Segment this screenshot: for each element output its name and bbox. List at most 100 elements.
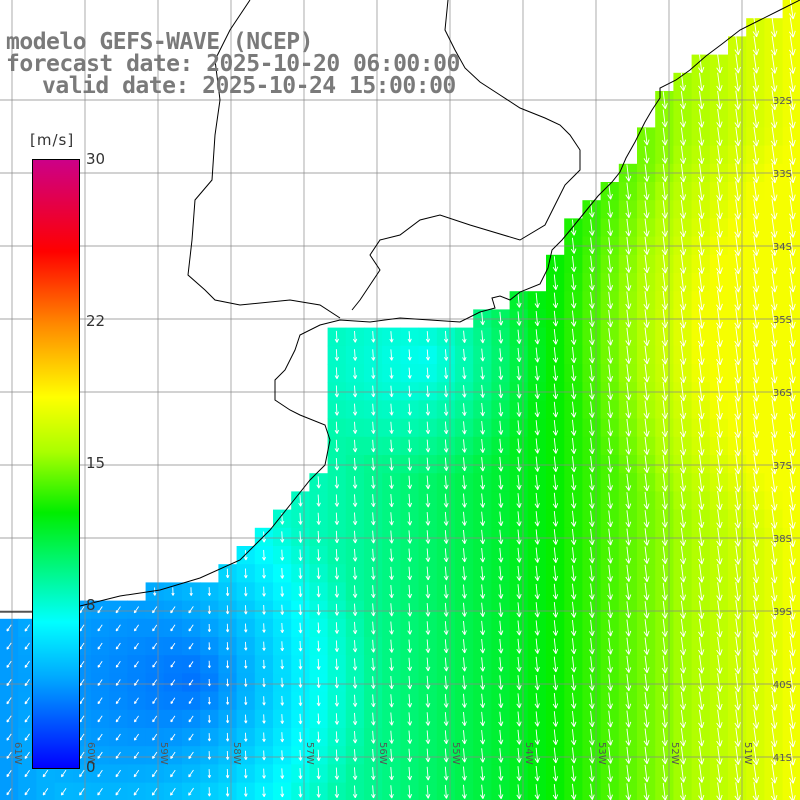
wind-arrow [6, 660, 12, 668]
wind-arrow [189, 587, 193, 596]
wind-arrow [716, 691, 723, 711]
wind-arrow [334, 458, 340, 471]
wind-arrow [443, 475, 449, 490]
wind-arrow [788, 35, 796, 56]
wind-arrow [407, 675, 413, 690]
wind-arrow [352, 494, 358, 507]
wind-arrow [752, 691, 760, 711]
wind-arrow [698, 655, 705, 674]
wind-arrow [589, 528, 595, 546]
wind-arrow [334, 695, 339, 707]
wind-arrow [352, 476, 358, 489]
wind-arrow [788, 490, 796, 511]
wind-arrow [370, 530, 376, 544]
wind-arrow [625, 601, 632, 619]
wind-arrow [661, 109, 668, 128]
wind-arrow [643, 164, 650, 182]
wind-arrow [570, 255, 577, 273]
wind-arrow [788, 526, 796, 548]
wind-arrow [461, 475, 467, 490]
wind-arrow [425, 566, 431, 581]
wind-arrow [334, 585, 340, 598]
wind-arrow [770, 344, 778, 366]
wind-arrow [207, 715, 211, 723]
wind-arrow [389, 676, 394, 690]
wind-arrow [298, 750, 303, 761]
wind-arrow [389, 530, 394, 544]
wind-arrow [661, 327, 669, 347]
wind-arrow [661, 200, 668, 219]
wind-arrow [679, 91, 687, 110]
wind-arrow [152, 751, 158, 759]
wind-arrow [225, 642, 230, 651]
wind-arrow [334, 622, 339, 634]
wind-arrow [370, 566, 376, 580]
wind-arrow [371, 694, 376, 708]
wind-arrow [570, 765, 577, 782]
wind-arrow [770, 35, 778, 56]
wind-arrow [389, 712, 394, 726]
wind-arrow [389, 475, 394, 489]
wind-arrow [516, 729, 522, 745]
wind-arrow [770, 563, 778, 584]
wind-arrow [407, 639, 413, 653]
wind-arrow [679, 564, 687, 583]
wind-arrow [407, 657, 413, 672]
wind-arrow [625, 583, 632, 601]
longitude-label: 57W [304, 742, 315, 765]
longitude-label: 60W [85, 742, 96, 765]
wind-arrow [752, 217, 760, 238]
wind-arrow [370, 585, 376, 599]
wind-arrow [552, 583, 559, 600]
wind-arrow [352, 367, 358, 380]
wind-arrow [625, 400, 632, 419]
wind-arrow [643, 491, 650, 510]
wind-arrow [661, 582, 668, 601]
wind-arrow [244, 641, 248, 651]
wind-arrow [133, 751, 140, 759]
wind-arrow [661, 145, 668, 164]
wind-arrow [698, 472, 705, 492]
wind-arrow [570, 547, 577, 564]
wind-arrow [552, 711, 559, 727]
wind-arrow [734, 527, 741, 547]
wind-arrow [244, 750, 248, 761]
wind-arrow [97, 642, 103, 650]
wind-arrow [480, 439, 486, 453]
wind-arrow [170, 733, 176, 741]
wind-arrow [371, 367, 376, 379]
wind-arrow [115, 715, 121, 723]
wind-arrow [698, 691, 705, 711]
wind-arrow [570, 383, 577, 400]
wind-arrow [770, 162, 778, 184]
wind-arrow [6, 624, 12, 632]
wind-arrow [607, 546, 613, 564]
wind-arrow [570, 419, 577, 436]
wind-arrow [752, 672, 760, 693]
wind-arrow [115, 751, 121, 759]
wind-arrow [115, 624, 121, 632]
wind-arrow [225, 568, 230, 579]
wind-arrow [570, 529, 577, 545]
wind-arrow [625, 765, 632, 783]
wind-arrow [770, 290, 778, 311]
wind-arrow [752, 636, 760, 656]
wind-arrow [207, 678, 211, 687]
wind-arrow [716, 655, 723, 674]
wind-arrow [788, 344, 796, 366]
longitude-label: 61W [12, 742, 23, 765]
wind-arrow [498, 675, 504, 690]
wind-arrow [625, 346, 632, 364]
wind-arrow [352, 621, 358, 635]
wind-arrow [698, 145, 705, 165]
wind-arrow [480, 566, 486, 581]
wind-arrow [389, 603, 394, 617]
wind-arrow [280, 732, 285, 743]
wind-arrow [716, 109, 723, 128]
wind-arrow [443, 511, 449, 526]
wind-arrow [407, 548, 413, 562]
wind-arrow [697, 272, 705, 293]
wind-arrow [188, 787, 194, 796]
wind-arrow [661, 710, 668, 728]
wind-arrow [589, 547, 595, 564]
